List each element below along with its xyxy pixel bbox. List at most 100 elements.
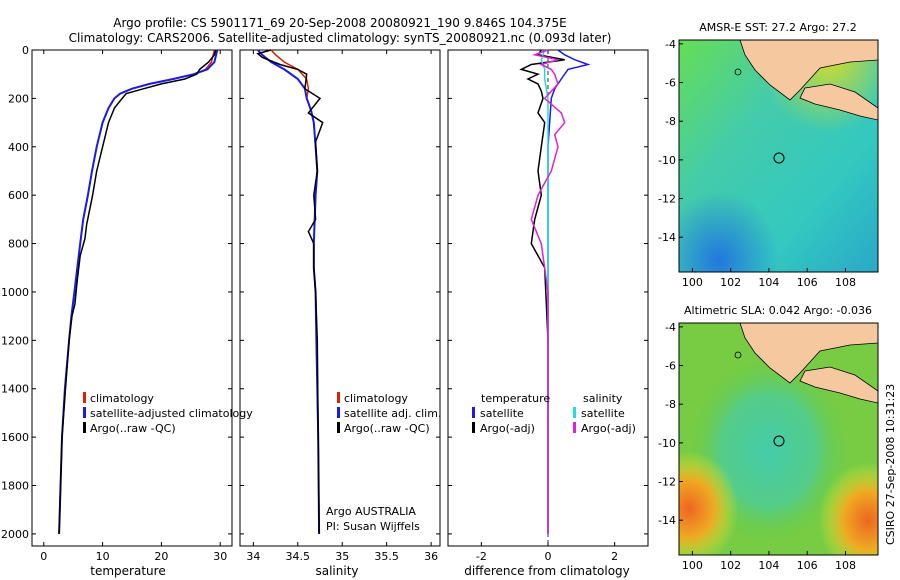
difference-series bbox=[519, 49, 591, 546]
sla-map-frame bbox=[678, 322, 879, 556]
map-y-tick-label: -14 bbox=[658, 231, 676, 244]
sst-map-field bbox=[679, 40, 878, 272]
sla-land-sumatra bbox=[739, 323, 878, 384]
map-y-tick-label: -14 bbox=[658, 514, 676, 527]
x-tick-label: -2 bbox=[476, 550, 487, 563]
map-x-tick-label: 108 bbox=[835, 559, 856, 572]
legend-label-satellite: satellite bbox=[581, 407, 625, 420]
legend-swatch-argo bbox=[83, 422, 86, 433]
y-tick-label: 2000 bbox=[1, 528, 29, 541]
map-y-tick-label: -12 bbox=[658, 193, 676, 206]
legend-label-argo: Argo(-adj) bbox=[480, 422, 535, 435]
map-y-tick-label: -6 bbox=[665, 77, 676, 90]
legend-swatch-argo bbox=[573, 422, 576, 433]
legend-heading-temperature: temperature bbox=[481, 392, 550, 405]
difference-legend-temperature: temperature satellite Argo(-adj) bbox=[472, 392, 550, 435]
x-tick-label: 34 bbox=[246, 550, 260, 563]
x-tick-label: 0 bbox=[545, 550, 552, 563]
legend-label-satellite: satellite-adjusted climatology bbox=[90, 407, 253, 420]
series-line-argo bbox=[256, 49, 324, 534]
map-y-tick-label: -4 bbox=[665, 321, 676, 334]
y-tick-label: 800 bbox=[8, 238, 29, 251]
sst-land-java bbox=[799, 83, 878, 121]
map-y-tick-label: -10 bbox=[658, 154, 676, 167]
difference-xlabel: difference from climatology bbox=[464, 564, 630, 578]
map-y-tick-label: -6 bbox=[665, 360, 676, 373]
sla-map-title: Altimetric SLA: 0.042 Argo: -0.036 bbox=[684, 304, 872, 317]
x-tick-label: 30 bbox=[213, 550, 227, 563]
series-line-temperature-satellite bbox=[547, 49, 591, 534]
map-x-tick-label: 102 bbox=[720, 276, 741, 289]
temperature-series bbox=[58, 49, 219, 534]
y-tick-label: 200 bbox=[8, 92, 29, 105]
y-tick-label: 1600 bbox=[1, 431, 29, 444]
legend-swatch-satellite bbox=[472, 407, 475, 418]
sst-island bbox=[734, 68, 742, 76]
x-tick-label: 10 bbox=[96, 550, 110, 563]
x-tick-label: 35.5 bbox=[374, 550, 399, 563]
sla-land-java bbox=[799, 366, 878, 404]
map-y-tick-label: -4 bbox=[665, 38, 676, 51]
difference-legend-salinity: salinity satellite Argo(-adj) bbox=[573, 392, 636, 435]
y-tick-label: 1000 bbox=[1, 286, 29, 299]
temperature-axis-ticks: 0 10 20 30 0 200 400 600 800 1000 1200 1400 1600 1800… bbox=[1, 44, 232, 563]
temperature-legend: climatology satellite-adjusted climatolo… bbox=[83, 392, 253, 435]
legend-swatch-climatology bbox=[83, 392, 86, 403]
map-x-tick-label: 104 bbox=[758, 276, 779, 289]
map-y-tick-label: -10 bbox=[658, 437, 676, 450]
sla-argo-marker bbox=[773, 435, 785, 447]
legend-label-satellite: satellite bbox=[480, 407, 524, 420]
legend-label-climatology: climatology bbox=[344, 392, 408, 405]
map-x-tick-label: 102 bbox=[720, 559, 741, 572]
y-tick-label: 400 bbox=[8, 141, 29, 154]
sla-map-ticks: 100 102 104 106 108 -4 -6 -8 -10 -12 -14 bbox=[658, 321, 856, 572]
salinity-axis-ticks: 34 34.5 35 35.5 36 bbox=[240, 49, 440, 563]
map-x-tick-label: 108 bbox=[835, 276, 856, 289]
salinity-xlabel: salinity bbox=[315, 564, 358, 578]
series-line-temperature-argo bbox=[519, 49, 565, 534]
figure-title-line2: Climatology: CARS2006. Satellite-adjuste… bbox=[69, 31, 612, 45]
sst-map-title: AMSR-E SST: 27.2 Argo: 27.2 bbox=[699, 21, 857, 34]
salinity-annotation-argo: Argo AUSTRALIA bbox=[326, 505, 416, 518]
sla-map-field bbox=[679, 323, 878, 555]
x-tick-label: 36 bbox=[424, 550, 438, 563]
x-tick-label: 2 bbox=[611, 550, 618, 563]
series-line-argo bbox=[58, 49, 217, 534]
map-x-tick-label: 104 bbox=[758, 559, 779, 572]
x-tick-label: 35 bbox=[335, 550, 349, 563]
x-tick-label: 20 bbox=[154, 550, 168, 563]
sst-map-ticks: 100 102 104 106 108 -4 -6 -8 -10 -12 -14 bbox=[658, 38, 856, 289]
y-tick-label: 600 bbox=[8, 189, 29, 202]
legend-label-climatology: climatology bbox=[90, 392, 154, 405]
legend-heading-salinity: salinity bbox=[583, 392, 623, 405]
temperature-xlabel: temperature bbox=[90, 564, 165, 578]
y-tick-label: 1400 bbox=[1, 383, 29, 396]
x-tick-label: 0 bbox=[40, 550, 47, 563]
map-y-tick-label: -8 bbox=[665, 398, 676, 411]
y-tick-label: 0 bbox=[22, 44, 29, 57]
side-timestamp-label: CSIRO 27-Sep-2008 10:31:23 bbox=[884, 384, 897, 545]
legend-label-argo: Argo(..raw -QC) bbox=[344, 422, 430, 435]
series-line-climatology bbox=[58, 49, 216, 534]
difference-axis-ticks: -2 0 2 bbox=[448, 49, 648, 563]
salinity-legend: climatology satellite adj. clim. Argo(..… bbox=[337, 392, 441, 435]
legend-swatch-satellite bbox=[573, 407, 576, 418]
series-line-salinity-argo bbox=[530, 49, 566, 534]
map-y-tick-label: -8 bbox=[665, 115, 676, 128]
map-x-tick-label: 100 bbox=[682, 559, 703, 572]
series-line-climatology bbox=[270, 49, 320, 534]
y-tick-label: 1800 bbox=[1, 480, 29, 493]
sla-island bbox=[734, 351, 742, 359]
salinity-annotation-pi: PI: Susan Wijffels bbox=[326, 520, 420, 533]
salinity-panel-frame bbox=[239, 49, 441, 547]
map-x-tick-label: 106 bbox=[797, 559, 818, 572]
legend-label-argo: Argo(..raw -QC) bbox=[90, 422, 176, 435]
figure-title-line1: Argo profile: CS 5901171_69 20-Sep-2008 … bbox=[113, 16, 567, 30]
legend-label-argo: Argo(-adj) bbox=[581, 422, 636, 435]
map-y-tick-label: -12 bbox=[658, 476, 676, 489]
sst-argo-marker bbox=[773, 152, 785, 164]
map-x-tick-label: 100 bbox=[682, 276, 703, 289]
series-line-salinity-satellite bbox=[540, 49, 549, 534]
legend-swatch-satellite bbox=[83, 407, 86, 418]
